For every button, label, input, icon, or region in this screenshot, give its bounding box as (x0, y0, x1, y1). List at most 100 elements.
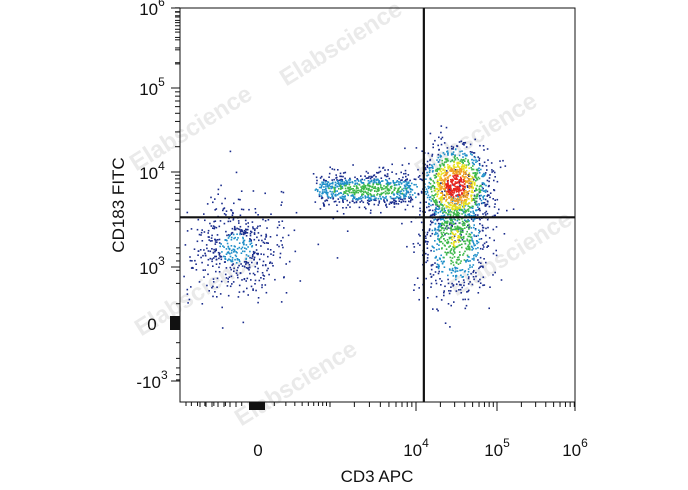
event-dot (451, 239, 454, 241)
event-dot (428, 203, 431, 205)
event-dot (470, 191, 473, 193)
event-dot (379, 193, 381, 196)
event-dot (406, 183, 408, 186)
event-dot (478, 261, 480, 264)
event-dot (469, 174, 471, 177)
event-dot (437, 264, 440, 266)
event-dot (485, 184, 487, 187)
event-dot (240, 190, 243, 192)
event-dot (334, 190, 337, 192)
event-dot (360, 190, 363, 192)
event-dot (442, 172, 445, 174)
event-dot (336, 257, 339, 259)
event-dot (398, 178, 400, 180)
event-dot (484, 198, 487, 201)
event-dot (463, 208, 466, 210)
event-dot (233, 251, 235, 253)
event-dot (373, 194, 375, 196)
event-dot (438, 164, 441, 166)
event-dot (466, 186, 469, 188)
event-dot (431, 214, 433, 216)
event-dot (317, 243, 320, 246)
event-dot (249, 234, 252, 237)
event-dot (453, 156, 456, 159)
event-dot (380, 187, 382, 189)
event-dot (381, 180, 384, 182)
event-dot (448, 187, 451, 190)
event-dot (459, 176, 462, 179)
event-dot (385, 175, 388, 178)
event-dot (393, 199, 395, 202)
event-dot (366, 202, 369, 204)
event-dot (447, 274, 449, 277)
event-dot (487, 226, 489, 229)
event-dot (404, 169, 407, 172)
event-dot (369, 182, 371, 184)
event-dot (432, 200, 435, 202)
event-dot (455, 274, 458, 277)
event-dot (242, 236, 244, 239)
event-dot (219, 293, 222, 295)
event-dot (446, 228, 448, 231)
event-dot (464, 171, 467, 173)
event-dot (240, 252, 243, 254)
event-dot (353, 201, 356, 204)
event-dot (357, 180, 360, 182)
event-dot (462, 212, 465, 214)
event-dot (370, 194, 373, 196)
event-dot (429, 177, 432, 180)
event-dot (367, 189, 369, 191)
event-dot (430, 166, 433, 169)
event-dot (229, 252, 231, 255)
event-dot (446, 158, 449, 160)
event-dot (221, 306, 223, 309)
event-dot (473, 178, 475, 181)
event-dot (442, 204, 444, 207)
event-dot (265, 291, 268, 294)
event-dot (349, 187, 351, 189)
event-dot (348, 179, 350, 181)
event-dot (438, 270, 440, 273)
event-dot (257, 214, 259, 216)
event-dot (461, 161, 463, 163)
event-dot (453, 235, 456, 237)
event-dot (449, 210, 451, 213)
event-dot (355, 187, 358, 190)
event-dot (460, 228, 462, 231)
event-dot (203, 213, 205, 215)
event-dot (392, 193, 395, 195)
event-dot (265, 235, 268, 237)
event-dot (426, 164, 429, 167)
event-dot (435, 266, 438, 268)
event-dot (453, 301, 455, 303)
event-dot (252, 289, 254, 291)
event-dot (334, 189, 336, 191)
event-dot (224, 258, 227, 260)
event-dot (409, 201, 412, 203)
event-dot (460, 140, 463, 143)
event-dot (490, 162, 493, 164)
event-dot (257, 253, 259, 256)
event-dot (388, 189, 391, 192)
event-dot (489, 286, 491, 288)
event-dot (194, 259, 196, 262)
event-dot (205, 244, 208, 246)
event-dot (272, 265, 274, 267)
event-dot (244, 219, 247, 222)
event-dot (441, 207, 443, 209)
event-dot (471, 258, 474, 260)
event-dot (240, 208, 243, 211)
event-dot (364, 175, 366, 177)
event-dot (455, 186, 458, 188)
event-dot (234, 258, 236, 261)
event-dot (460, 189, 462, 192)
event-dot (269, 236, 272, 238)
event-dot (478, 167, 480, 169)
event-dot (464, 194, 467, 196)
event-dot (213, 220, 215, 223)
event-dot (215, 239, 217, 241)
event-dot (425, 237, 427, 239)
event-dot (370, 180, 373, 183)
event-dot (441, 262, 444, 264)
event-dot (200, 256, 202, 259)
